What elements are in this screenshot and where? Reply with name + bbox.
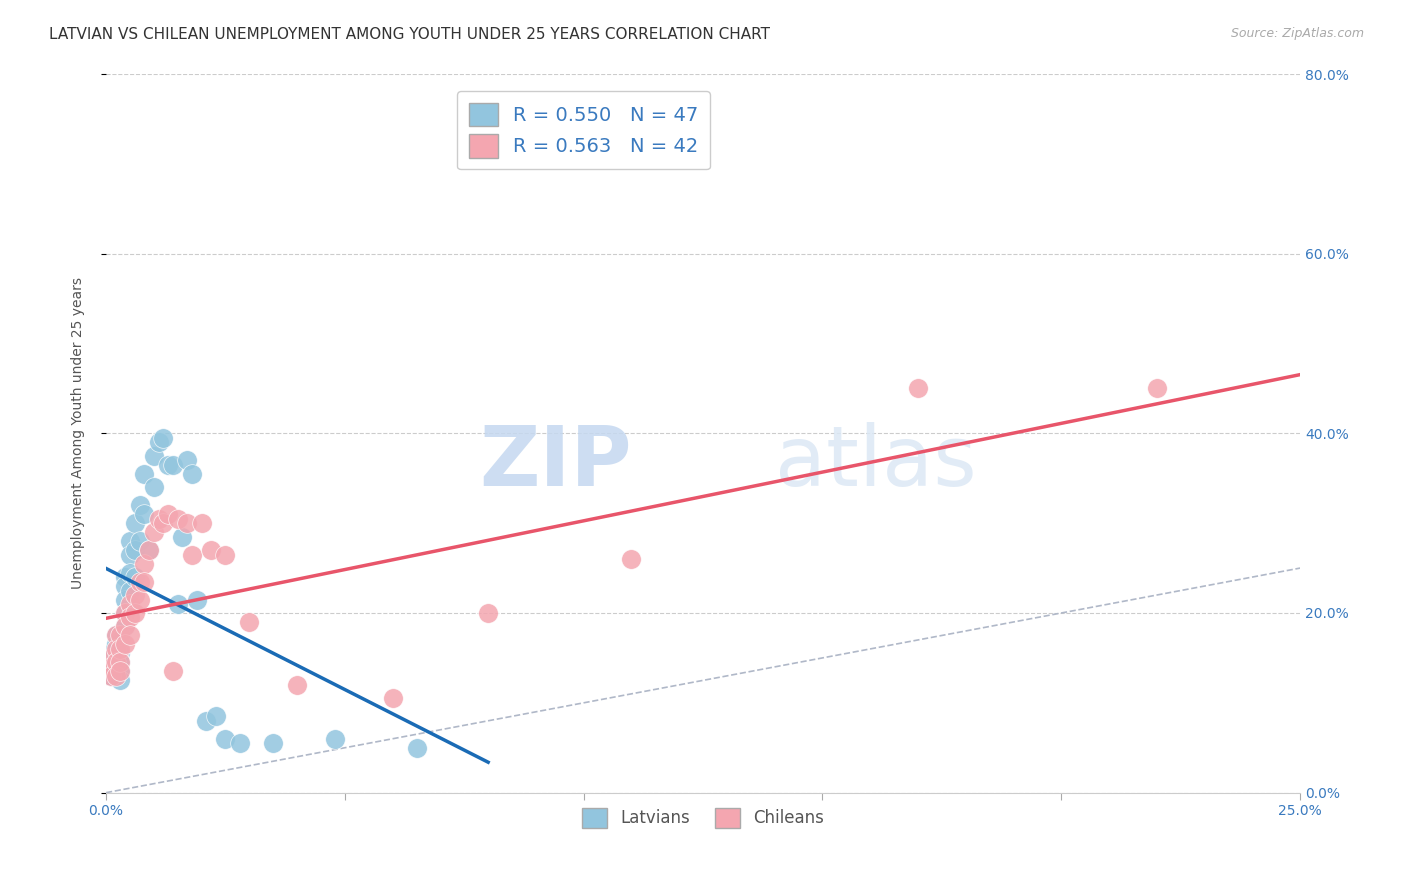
Point bbox=[114, 637, 136, 651]
Point bbox=[157, 458, 180, 472]
Point bbox=[162, 458, 184, 472]
Point bbox=[138, 543, 160, 558]
Point bbox=[104, 651, 127, 665]
Point bbox=[214, 548, 236, 562]
Text: Source: ZipAtlas.com: Source: ZipAtlas.com bbox=[1230, 27, 1364, 40]
Point bbox=[100, 647, 122, 661]
Point bbox=[162, 665, 184, 679]
Point bbox=[128, 498, 150, 512]
Point bbox=[142, 525, 165, 540]
Point bbox=[104, 637, 127, 651]
Point bbox=[205, 709, 228, 723]
Point bbox=[142, 480, 165, 494]
Point bbox=[214, 731, 236, 746]
Point bbox=[138, 543, 160, 558]
Point bbox=[152, 516, 174, 531]
Point bbox=[620, 552, 643, 566]
Point bbox=[110, 656, 132, 670]
Point bbox=[118, 628, 141, 642]
Text: LATVIAN VS CHILEAN UNEMPLOYMENT AMONG YOUTH UNDER 25 YEARS CORRELATION CHART: LATVIAN VS CHILEAN UNEMPLOYMENT AMONG YO… bbox=[49, 27, 770, 42]
Point bbox=[405, 740, 427, 755]
Point bbox=[100, 669, 122, 683]
Point bbox=[100, 669, 122, 683]
Point bbox=[323, 731, 346, 746]
Point bbox=[114, 592, 136, 607]
Point bbox=[477, 606, 499, 620]
Point bbox=[110, 656, 132, 670]
Point bbox=[238, 615, 260, 629]
Point bbox=[114, 579, 136, 593]
Point bbox=[118, 548, 141, 562]
Point bbox=[186, 592, 208, 607]
Point bbox=[114, 570, 136, 584]
Point bbox=[907, 381, 929, 395]
Text: ZIP: ZIP bbox=[479, 422, 631, 502]
Point bbox=[118, 566, 141, 580]
Point bbox=[262, 736, 284, 750]
Y-axis label: Unemployment Among Youth under 25 years: Unemployment Among Youth under 25 years bbox=[72, 277, 86, 590]
Point bbox=[1146, 381, 1168, 395]
Point bbox=[148, 511, 170, 525]
Point bbox=[100, 660, 122, 674]
Point bbox=[128, 534, 150, 549]
Point bbox=[229, 736, 252, 750]
Point bbox=[118, 534, 141, 549]
Point bbox=[114, 619, 136, 633]
Point bbox=[124, 543, 146, 558]
Point bbox=[134, 467, 156, 481]
Point bbox=[285, 678, 308, 692]
Point bbox=[128, 574, 150, 589]
Point bbox=[118, 610, 141, 624]
Point bbox=[134, 557, 156, 571]
Point bbox=[166, 511, 188, 525]
Point bbox=[104, 669, 127, 683]
Point bbox=[134, 507, 156, 521]
Point bbox=[124, 516, 146, 531]
Point bbox=[110, 628, 132, 642]
Point bbox=[104, 628, 127, 642]
Point bbox=[110, 665, 132, 679]
Point bbox=[152, 431, 174, 445]
Point bbox=[110, 632, 132, 647]
Point bbox=[181, 467, 204, 481]
Point bbox=[166, 597, 188, 611]
Point bbox=[104, 665, 127, 679]
Point bbox=[176, 453, 198, 467]
Point bbox=[118, 583, 141, 598]
Point bbox=[104, 641, 127, 656]
Point bbox=[114, 619, 136, 633]
Point bbox=[148, 435, 170, 450]
Point bbox=[100, 651, 122, 665]
Point bbox=[142, 449, 165, 463]
Point bbox=[114, 606, 136, 620]
Point bbox=[118, 597, 141, 611]
Point bbox=[172, 530, 194, 544]
Point bbox=[128, 592, 150, 607]
Point bbox=[195, 714, 218, 728]
Point bbox=[181, 548, 204, 562]
Point bbox=[110, 673, 132, 688]
Point bbox=[124, 570, 146, 584]
Point bbox=[157, 507, 180, 521]
Point bbox=[110, 647, 132, 661]
Point bbox=[200, 543, 222, 558]
Text: atlas: atlas bbox=[775, 422, 977, 502]
Point bbox=[190, 516, 212, 531]
Point bbox=[124, 606, 146, 620]
Point bbox=[104, 628, 127, 642]
Point bbox=[110, 641, 132, 656]
Legend: Latvians, Chileans: Latvians, Chileans bbox=[575, 801, 831, 835]
Point bbox=[176, 516, 198, 531]
Point bbox=[100, 660, 122, 674]
Point bbox=[104, 656, 127, 670]
Point bbox=[134, 574, 156, 589]
Point bbox=[114, 606, 136, 620]
Point bbox=[110, 665, 132, 679]
Point bbox=[381, 691, 404, 706]
Point bbox=[124, 588, 146, 602]
